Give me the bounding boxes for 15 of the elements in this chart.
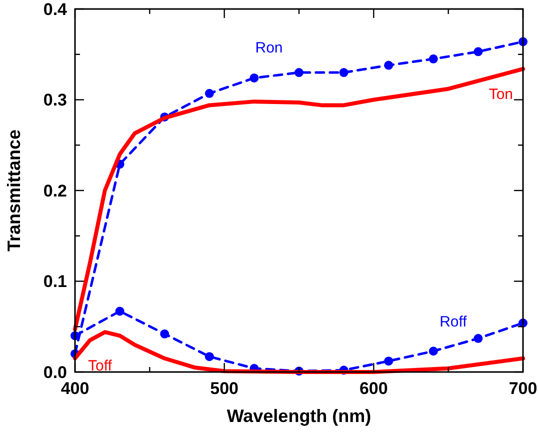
y-tick-label: 0.4	[43, 0, 68, 19]
y-tick-label: 0.2	[43, 181, 67, 200]
series-label: Toff	[88, 357, 113, 374]
series-label: Roff	[440, 313, 468, 330]
x-tick-label: 600	[359, 379, 388, 398]
y-tick-label: 0.3	[43, 90, 67, 110]
y-axis-title: Transmittance	[4, 129, 24, 252]
text: 0.0	[43, 362, 67, 382]
series-label: Ron	[255, 40, 283, 57]
x-tick-label: 400	[60, 379, 90, 398]
y-tick-label: 0.1	[43, 272, 67, 292]
x-tick-label: 700	[508, 379, 538, 398]
x-axis-title: Wavelength (nm)	[226, 406, 372, 426]
x-tick-label: 500	[210, 379, 239, 398]
series-label: Ton	[488, 86, 513, 103]
